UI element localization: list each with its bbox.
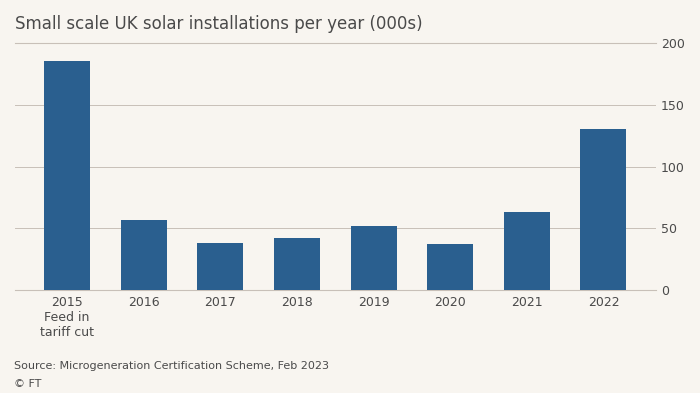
Bar [351, 226, 397, 290]
Text: Small scale UK solar installations per year (000s): Small scale UK solar installations per y… [15, 15, 423, 33]
Bar [120, 220, 167, 290]
Text: Source: Microgeneration Certification Scheme, Feb 2023: Source: Microgeneration Certification Sc… [14, 362, 329, 371]
Bar [580, 129, 626, 290]
Bar [504, 212, 550, 290]
Bar [274, 238, 320, 290]
Bar [44, 61, 90, 290]
Bar [427, 244, 473, 290]
Text: © FT: © FT [14, 379, 41, 389]
Bar [197, 243, 244, 290]
